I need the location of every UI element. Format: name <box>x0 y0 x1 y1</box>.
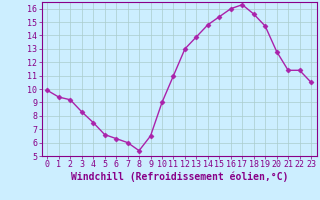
X-axis label: Windchill (Refroidissement éolien,°C): Windchill (Refroidissement éolien,°C) <box>70 172 288 182</box>
